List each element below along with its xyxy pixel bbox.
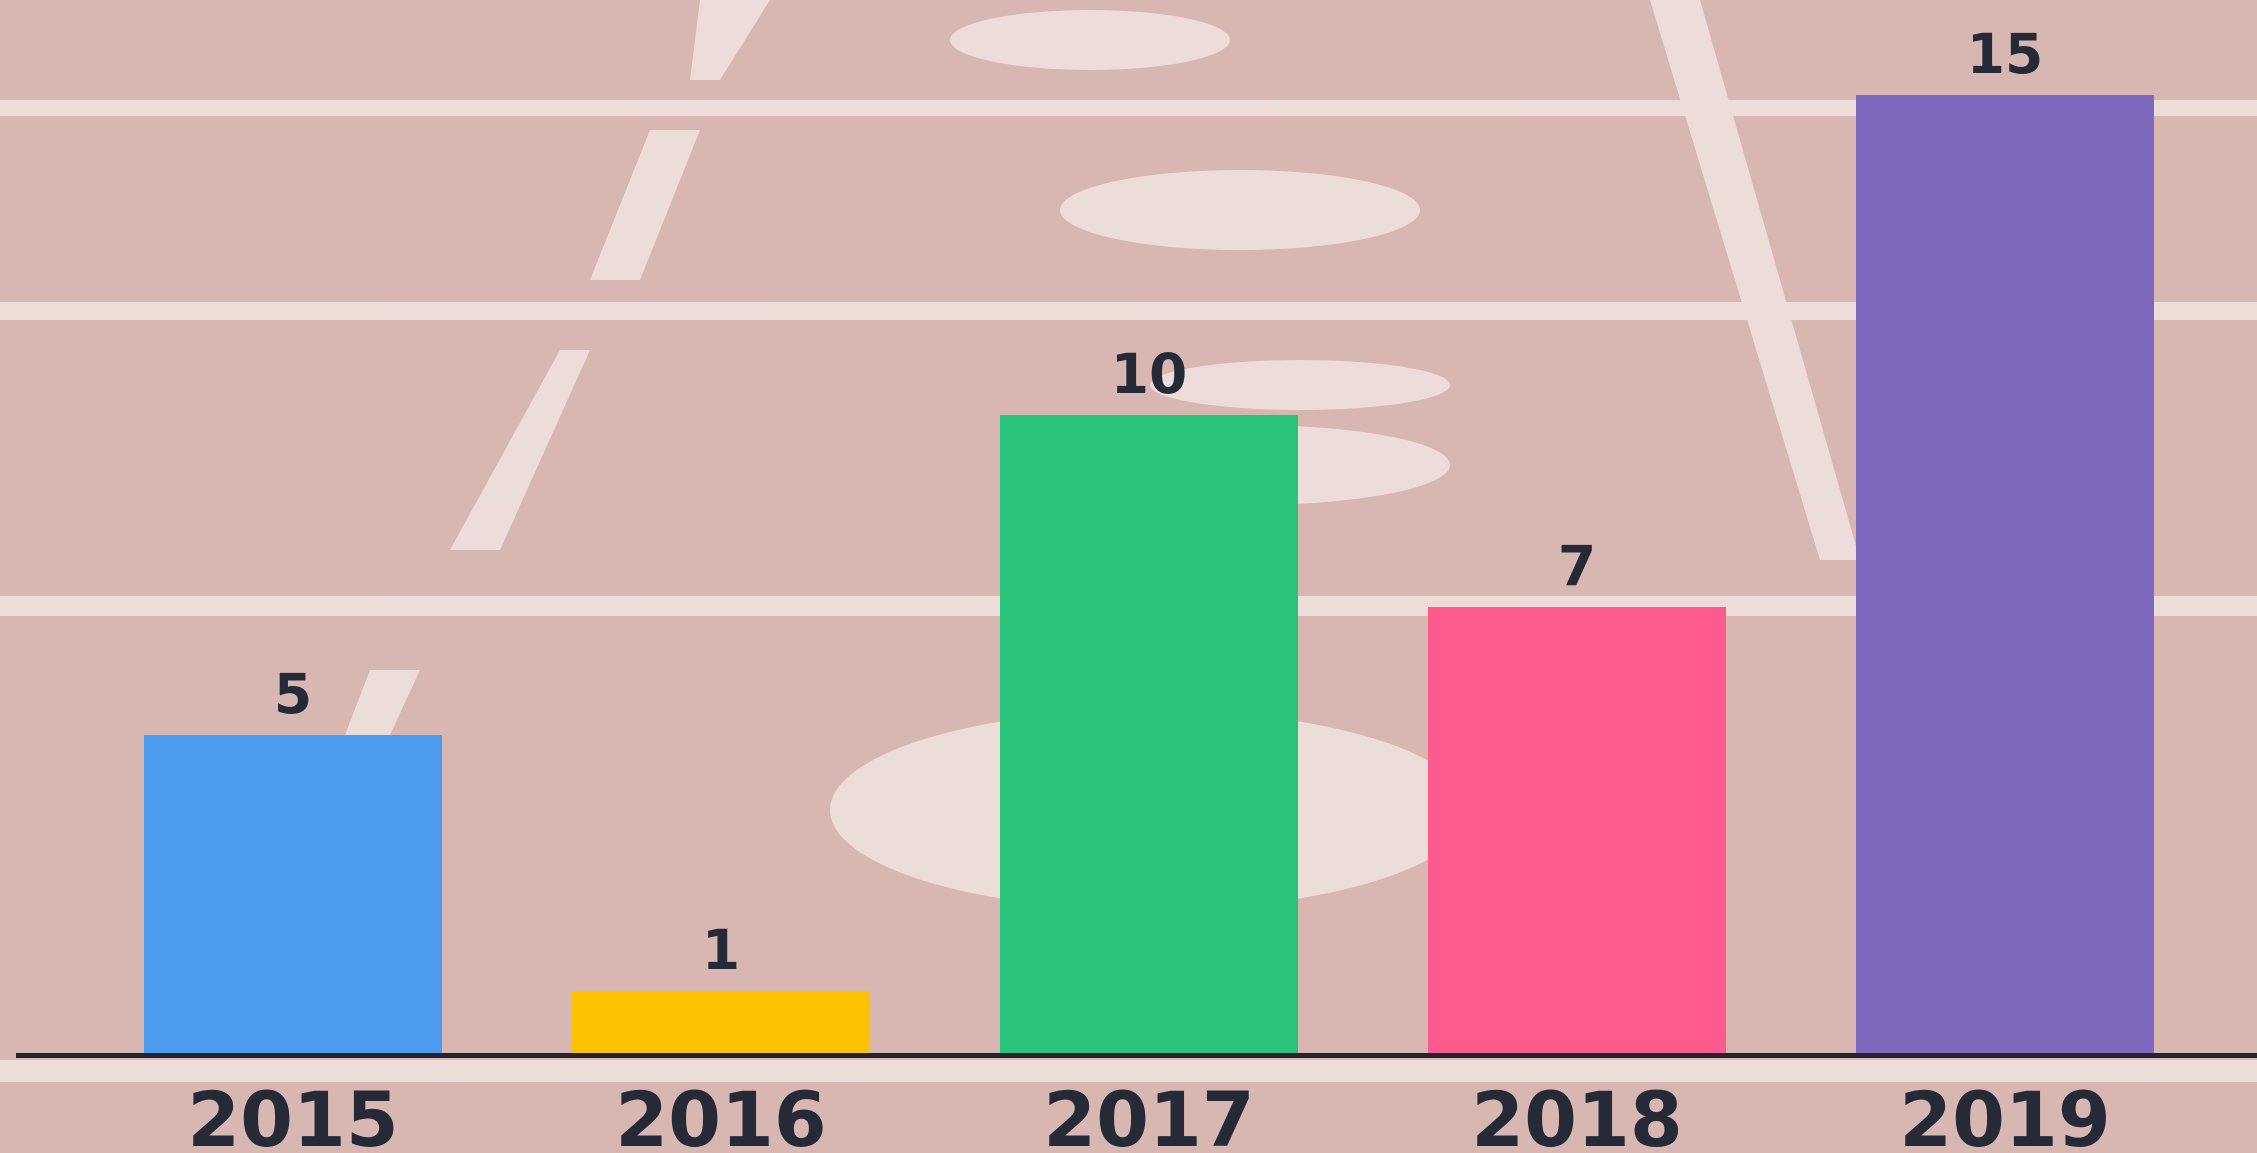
x-tick-label: 2019 [1899,1075,2111,1153]
bar [1428,607,1726,1055]
x-tick-label: 2018 [1471,1075,1683,1153]
data-label: 1 [702,918,740,982]
bar [572,991,870,1055]
data-label: 10 [1111,342,1188,406]
x-tick-label: 2015 [187,1075,399,1153]
baseline [16,1053,2257,1058]
x-tick-label: 2017 [1043,1075,1255,1153]
data-label: 7 [1558,534,1596,598]
data-label: 5 [274,662,312,726]
bar [1000,415,1298,1055]
bar [1856,95,2154,1055]
data-label: 15 [1967,22,2044,86]
x-tick-label: 2016 [615,1075,827,1153]
track-markings [0,0,2257,1082]
bar [144,735,442,1055]
